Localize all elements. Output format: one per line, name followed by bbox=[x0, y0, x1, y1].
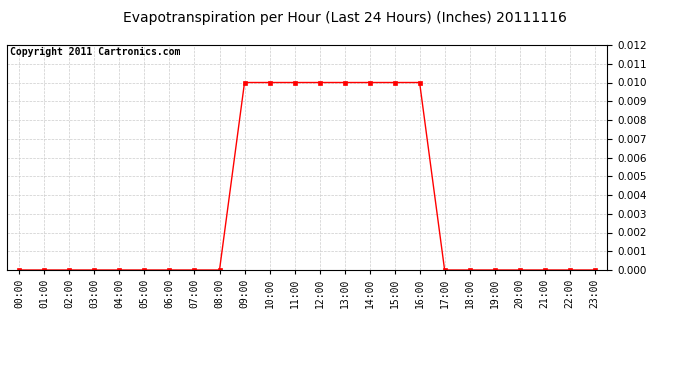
Text: Copyright 2011 Cartronics.com: Copyright 2011 Cartronics.com bbox=[10, 47, 180, 57]
Text: Evapotranspiration per Hour (Last 24 Hours) (Inches) 20111116: Evapotranspiration per Hour (Last 24 Hou… bbox=[123, 11, 567, 25]
